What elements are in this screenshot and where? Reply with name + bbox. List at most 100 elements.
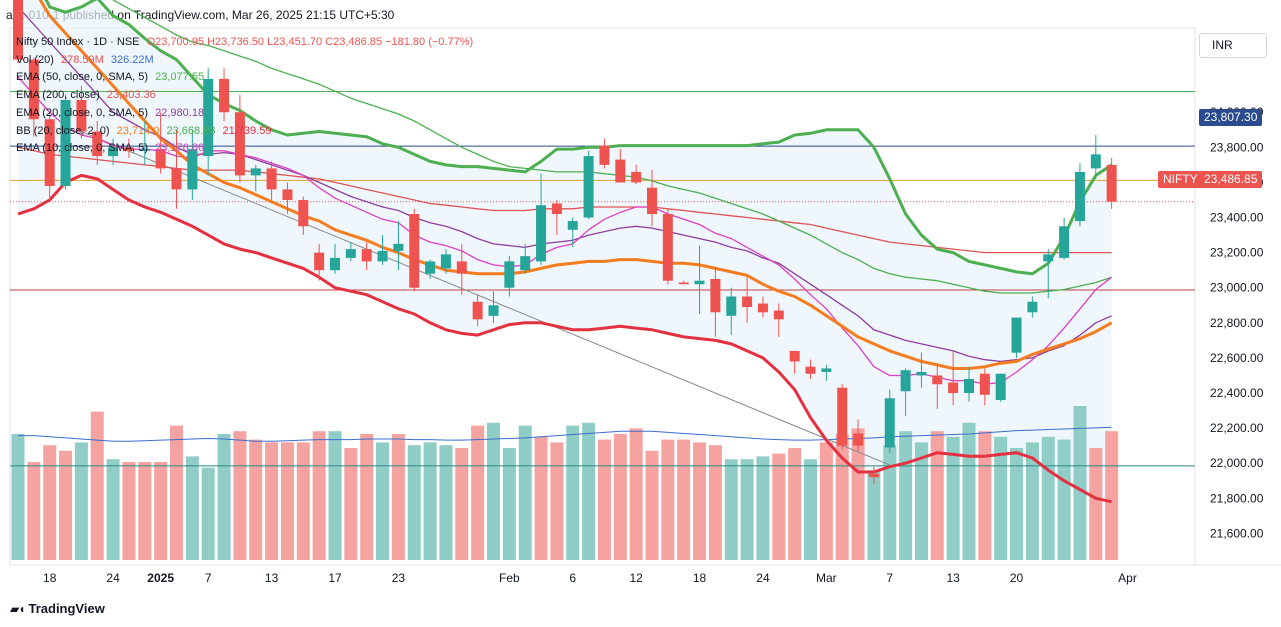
time-axis[interactable]: 18 24 2025 7 13 17 23 Feb 6 12 18 24 Mar 7 13 20 Apr: [43, 571, 1137, 585]
candle: [440, 249, 451, 274]
candle: [995, 373, 1006, 402]
volume-ma-line: [18, 426, 1112, 442]
legend-ema20[interactable]: EMA (20, close, 0, SMA, 5) 22,980.18: [16, 105, 473, 123]
candle-body: [361, 249, 372, 262]
candle: [821, 364, 832, 381]
candle-body: [551, 203, 562, 215]
legend-bb-value-1: 23,714.0: [116, 124, 160, 137]
volume-bar: [724, 459, 738, 560]
legend: Nifty 50 Index · 1D · NSE O23,700.95 H23…: [16, 34, 473, 158]
candle-body: [1090, 154, 1101, 169]
candle-body: [948, 382, 959, 394]
volume-bar: [946, 436, 960, 560]
candle: [662, 208, 673, 285]
volume-bar: [487, 422, 500, 560]
hline-price-tag: 23,807.30: [1199, 109, 1263, 126]
candle-body: [345, 249, 356, 258]
candle-body: [123, 147, 134, 151]
candle-body: [979, 373, 990, 395]
volume-bar: [867, 470, 881, 560]
legend-ema10[interactable]: EMA (10, close, 0, SMA, 5) 23,176.86: [16, 140, 473, 158]
x-tick-label: 18: [693, 571, 707, 585]
candle-body: [472, 301, 483, 320]
candle-body: [821, 368, 832, 372]
legend-vol-value-1: 278.59M: [60, 53, 104, 66]
volume-bar: [851, 428, 865, 560]
candle-body: [456, 261, 467, 274]
x-tick-label: 24: [106, 571, 120, 585]
legend-ema10-label: EMA (10, close, 0, SMA, 5): [16, 142, 149, 155]
volume-bar: [502, 448, 516, 560]
volume-bar: [296, 442, 310, 560]
candle: [234, 94, 245, 183]
legend-vol[interactable]: Vol (20) 278.59M 326.22M: [16, 52, 473, 70]
legend-bb-label: BB (20, close, 2, 0): [16, 124, 110, 137]
volume-bar: [455, 448, 469, 560]
candle-body: [139, 149, 150, 151]
candle: [1106, 157, 1117, 209]
volume-bar: [772, 453, 786, 560]
volume-bar: [930, 431, 944, 560]
candle-body: [884, 398, 895, 448]
candle: [425, 259, 436, 279]
candle: [60, 94, 71, 190]
y-tick-label: 23,200.00: [1210, 246, 1264, 260]
volume-bar: [423, 442, 437, 560]
volume-bar: [201, 467, 215, 560]
candle-body: [266, 168, 277, 190]
candle: [615, 149, 626, 183]
candle-body: [805, 366, 816, 374]
x-tick-label: Feb: [499, 571, 520, 585]
volume-bar: [677, 439, 691, 560]
legend-ema200[interactable]: EMA (200, close) 23,403.36: [16, 87, 473, 105]
trend-line: [81, 131, 890, 466]
volume-bar: [312, 431, 326, 560]
candle-body: [440, 254, 451, 269]
candle-body: [425, 261, 436, 274]
volume-bar: [613, 434, 627, 560]
legend-ema200-value: 23,403.36: [106, 89, 156, 102]
candle-body: [504, 261, 515, 288]
candle: [298, 196, 309, 236]
volume-bar: [43, 445, 57, 560]
candle: [76, 85, 87, 139]
candle: [757, 296, 768, 318]
last-price-tag: 23,486.85: [1199, 171, 1263, 188]
volume-bar: [376, 442, 390, 560]
x-tick-label: 20: [1010, 571, 1024, 585]
x-tick-label: Apr: [1118, 571, 1137, 585]
volume-bar: [788, 448, 802, 560]
volume-bar: [138, 462, 152, 560]
volume-bar: [962, 422, 976, 560]
candle-body: [647, 187, 657, 215]
tradingview-brand[interactable]: ▰◖ TradingView: [10, 601, 105, 616]
currency-button[interactable]: INR: [1199, 33, 1267, 58]
legend-symbol[interactable]: Nifty 50 Index · 1D · NSE O23,700.95 H23…: [16, 34, 473, 52]
candle: [282, 182, 293, 215]
candle: [900, 368, 911, 416]
legend-ema10-value: 23,176.86: [155, 142, 205, 155]
candle-body: [868, 473, 879, 478]
candle-body: [92, 131, 103, 157]
candle-body: [488, 305, 499, 316]
candle: [1059, 217, 1070, 260]
candle-body: [631, 171, 642, 183]
legend-bb[interactable]: BB (20, close, 2, 0) 23,714.0 23,668.93 …: [16, 123, 473, 141]
volume-bar: [819, 442, 833, 560]
y-tick-label: 22,600.00: [1210, 351, 1264, 365]
legend-bb-value-2: 23,668.93: [166, 124, 216, 137]
candle-body: [773, 310, 784, 320]
candle: [1011, 317, 1022, 358]
legend-vol-label: Vol (20): [16, 53, 54, 66]
volume-bar: [1041, 436, 1055, 560]
candle-body: [330, 257, 340, 271]
candle: [92, 121, 103, 165]
volume-bar: [518, 425, 532, 560]
volume-bar: [693, 442, 707, 560]
y-tick-label: 23,800.00: [1210, 140, 1264, 154]
x-tick-label: 18: [43, 571, 57, 585]
candle: [456, 243, 467, 295]
volume-bar: [1073, 406, 1087, 560]
legend-ema50[interactable]: EMA (50, close, 0, SMA, 5) 23,077.55: [16, 69, 473, 87]
